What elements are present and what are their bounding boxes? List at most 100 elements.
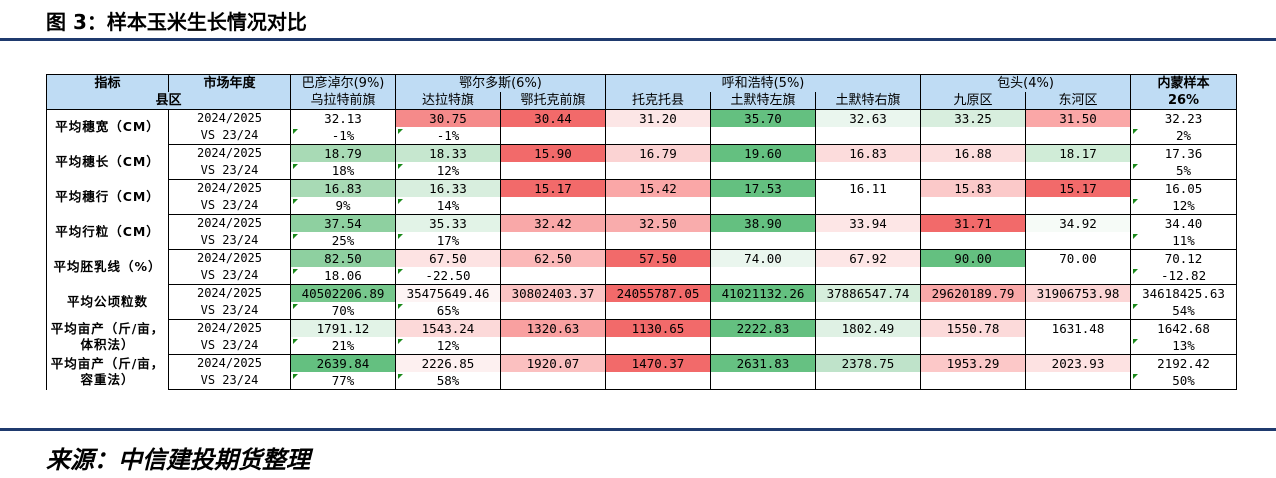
value-cell: 32.13 — [290, 109, 396, 127]
change-cell — [814, 162, 922, 180]
period-compare: VS 23/24 — [168, 232, 291, 250]
value-cell: 1953.29 — [920, 354, 1027, 372]
value-cell: 32.42 — [500, 214, 606, 232]
period-current: 2024/2025 — [168, 214, 291, 232]
change-cell — [920, 337, 1027, 355]
value-cell: 2023.93 — [1025, 354, 1132, 372]
figure-title: 图 3：样本玉米生长情况对比 — [46, 10, 307, 34]
table-row-change: VS 23/24 -1% -1% 2% — [47, 127, 1238, 145]
period-compare: VS 23/24 — [168, 127, 291, 145]
value-cell: 35.70 — [710, 109, 816, 127]
value-cell: 70.00 — [1025, 249, 1132, 267]
value-cell: 74.00 — [710, 249, 816, 267]
value-cell: 16.11 — [814, 179, 922, 197]
change-cell — [605, 197, 711, 215]
change-cell — [920, 197, 1027, 215]
value-cell: 16.83 — [290, 179, 396, 197]
value-cell: 16.83 — [814, 144, 922, 162]
value-cell: 62.50 — [500, 249, 606, 267]
change-cell: 9% — [290, 197, 396, 215]
header-region-erdos: 鄂尔多斯(6%) — [395, 74, 606, 92]
change-cell — [500, 267, 606, 285]
header-row-counties: 县区 乌拉特前旗 达拉特旗 鄂托克前旗 托克托县 土默特左旗 土默特右旗 九原区… — [46, 92, 1238, 110]
change-cell: 2% — [1130, 127, 1238, 145]
value-cell: 1470.37 — [605, 354, 711, 372]
period-current: 2024/2025 — [168, 284, 291, 302]
change-cell — [814, 232, 922, 250]
change-cell — [500, 302, 606, 320]
change-cell — [710, 127, 816, 145]
value-cell: 16.88 — [920, 144, 1027, 162]
header-county: 东河区 — [1025, 92, 1132, 110]
value-cell: 32.50 — [605, 214, 711, 232]
change-cell: 18% — [290, 162, 396, 180]
change-cell — [814, 302, 922, 320]
change-cell — [605, 267, 711, 285]
change-cell: 11% — [1130, 232, 1238, 250]
change-cell — [500, 197, 606, 215]
value-cell: 30802403.37 — [500, 284, 606, 302]
change-cell — [500, 232, 606, 250]
change-cell: 5% — [1130, 162, 1238, 180]
value-cell: 19.60 — [710, 144, 816, 162]
change-cell — [814, 337, 922, 355]
value-cell: 33.25 — [920, 109, 1027, 127]
value-cell: 2226.85 — [395, 354, 501, 372]
period-compare: VS 23/24 — [168, 197, 291, 215]
table-row: 平均穗长（CM） 2024/2025 18.79 18.33 15.90 16.79 19.… — [46, 144, 1238, 180]
value-cell: 15.17 — [1025, 179, 1132, 197]
value-cell: 15.42 — [605, 179, 711, 197]
change-cell — [500, 372, 606, 390]
value-cell: 33.94 — [814, 214, 922, 232]
table-row: 平均胚乳线（%） 2024/2025 82.50 67.50 62.50 57.50 74.… — [46, 249, 1238, 285]
change-cell — [920, 127, 1027, 145]
change-cell — [605, 337, 711, 355]
change-cell: 77% — [290, 372, 396, 390]
value-cell: 2639.84 — [290, 354, 396, 372]
change-cell — [920, 267, 1027, 285]
change-cell — [605, 127, 711, 145]
value-cell: 15.90 — [500, 144, 606, 162]
indicator-label: 平均穗行（CM） — [46, 179, 169, 215]
value-cell: 37886547.74 — [814, 284, 922, 302]
table-row-change: VS 23/24 21% 12% 13% — [47, 337, 1238, 355]
value-cell: 34.92 — [1025, 214, 1132, 232]
change-cell — [1025, 232, 1132, 250]
header-total: 内蒙样本 — [1130, 74, 1238, 92]
indicator-label: 平均亩产（斤/亩，容重法） — [46, 354, 169, 390]
change-cell: -12.82 — [1130, 267, 1238, 285]
change-cell — [814, 372, 922, 390]
value-cell: 1320.63 — [500, 319, 606, 337]
table-row: 平均穗行（CM） 2024/2025 16.83 16.33 15.17 15.42 17.… — [46, 179, 1238, 215]
period-compare: VS 23/24 — [168, 162, 291, 180]
indicator-label: 平均穗长（CM） — [46, 144, 169, 180]
value-cell: 90.00 — [920, 249, 1027, 267]
period-current: 2024/2025 — [168, 109, 291, 127]
change-cell: -22.50 — [395, 267, 501, 285]
change-cell — [500, 162, 606, 180]
growth-comparison-table: 指标 市场年度 巴彦淖尔(9%) 鄂尔多斯(6%) 呼和浩特(5%) 包头(4%… — [46, 74, 1238, 390]
header-county: 达拉特旗 — [395, 92, 501, 110]
header-region-baotou: 包头(4%) — [920, 74, 1132, 92]
change-cell: 13% — [1130, 337, 1238, 355]
value-cell: 32.23 — [1130, 109, 1238, 127]
value-cell: 16.33 — [395, 179, 501, 197]
change-cell — [605, 232, 711, 250]
table-row: 平均穗宽（CM） 2024/2025 32.13 30.75 30.44 31.20 35.… — [46, 109, 1238, 145]
period-compare: VS 23/24 — [168, 302, 291, 320]
value-cell: 1920.07 — [500, 354, 606, 372]
value-cell: 67.92 — [814, 249, 922, 267]
value-cell: 32.63 — [814, 109, 922, 127]
table-row-change: VS 23/24 70% 65% 54% — [47, 302, 1238, 320]
value-cell: 30.75 — [395, 109, 501, 127]
value-cell: 30.44 — [500, 109, 606, 127]
change-cell: 17% — [395, 232, 501, 250]
table-row-change: VS 23/24 77% 58% 50% — [47, 372, 1238, 390]
change-cell: 12% — [1130, 197, 1238, 215]
period-current: 2024/2025 — [168, 319, 291, 337]
change-cell: 25% — [290, 232, 396, 250]
value-cell: 18.79 — [290, 144, 396, 162]
value-cell: 31.71 — [920, 214, 1027, 232]
change-cell — [710, 267, 816, 285]
change-cell — [710, 302, 816, 320]
